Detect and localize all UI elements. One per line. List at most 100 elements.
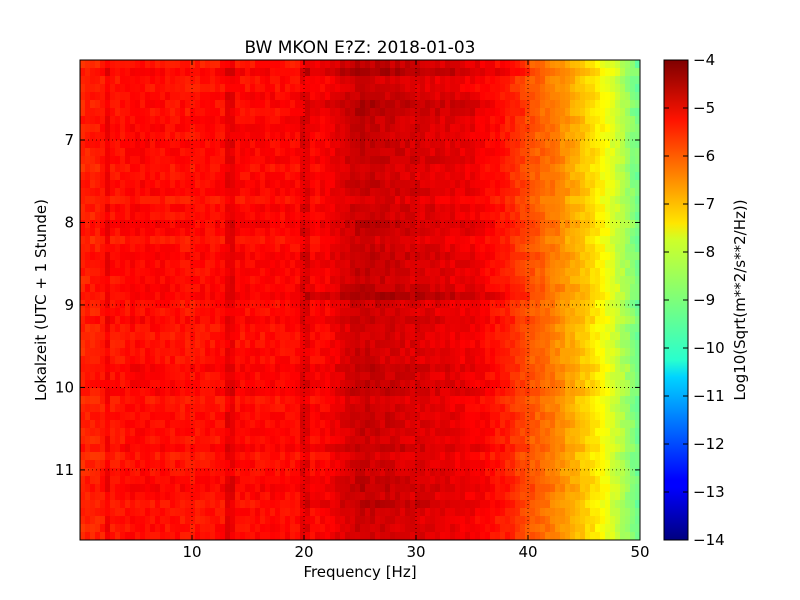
heatmap-cell <box>415 300 421 309</box>
heatmap-cell <box>245 108 251 117</box>
heatmap-cell <box>260 324 266 333</box>
heatmap-cell <box>540 204 546 213</box>
heatmap-cell <box>380 308 386 317</box>
heatmap-cell <box>210 372 216 381</box>
heatmap-cell <box>270 148 276 157</box>
heatmap-cell <box>405 388 411 397</box>
heatmap-cell <box>305 140 311 149</box>
heatmap-cell <box>335 364 341 373</box>
heatmap-cell <box>520 340 526 349</box>
heatmap-cell <box>90 164 96 173</box>
heatmap-cell <box>140 100 146 109</box>
heatmap-cell <box>230 316 236 325</box>
heatmap-cell <box>600 364 606 373</box>
heatmap-cell <box>515 252 521 261</box>
heatmap-cell <box>200 276 206 285</box>
heatmap-cell <box>380 244 386 253</box>
heatmap-cell <box>220 396 226 405</box>
heatmap-cell <box>90 316 96 325</box>
heatmap-cell <box>150 204 156 213</box>
heatmap-cell <box>105 220 111 229</box>
heatmap-cell <box>445 260 451 269</box>
heatmap-cell <box>590 396 596 405</box>
heatmap-cell <box>495 252 501 261</box>
heatmap-cell <box>520 60 526 69</box>
heatmap-cell <box>120 260 126 269</box>
heatmap-cell <box>315 68 321 77</box>
heatmap-cell <box>580 76 586 85</box>
heatmap-cell <box>485 372 491 381</box>
heatmap-cell <box>225 364 231 373</box>
heatmap-cell <box>175 76 181 85</box>
heatmap-cell <box>420 348 426 357</box>
heatmap-cell <box>235 140 241 149</box>
heatmap-cell <box>430 316 436 325</box>
heatmap-cell <box>310 132 316 141</box>
heatmap-cell <box>235 124 241 133</box>
heatmap-cell <box>505 276 511 285</box>
heatmap-cell <box>130 204 136 213</box>
heatmap-cell <box>210 108 216 117</box>
heatmap-cell <box>230 364 236 373</box>
heatmap-cell <box>265 212 271 221</box>
heatmap-cell <box>205 76 211 85</box>
heatmap-cell <box>480 76 486 85</box>
heatmap-cell <box>105 300 111 309</box>
heatmap-cell <box>125 260 131 269</box>
heatmap-cell <box>510 380 516 389</box>
heatmap-cell <box>255 100 261 109</box>
heatmap-cell <box>330 76 336 85</box>
heatmap-cell <box>605 276 611 285</box>
heatmap-cell <box>95 348 101 357</box>
heatmap-cell <box>320 116 326 125</box>
heatmap-cell <box>125 60 131 69</box>
heatmap-cell <box>85 204 91 213</box>
heatmap-cell <box>330 404 336 413</box>
heatmap-cell <box>565 68 571 77</box>
heatmap-cell <box>450 204 456 213</box>
heatmap-cell <box>465 172 471 181</box>
heatmap-cell <box>145 300 151 309</box>
heatmap-cell <box>250 300 256 309</box>
heatmap-cell <box>595 316 601 325</box>
heatmap-cell <box>310 356 316 365</box>
heatmap-cell <box>285 244 291 253</box>
heatmap-cell <box>365 180 371 189</box>
heatmap-cell <box>380 252 386 261</box>
heatmap-cell <box>485 132 491 141</box>
heatmap-cell <box>90 300 96 309</box>
heatmap-cell <box>365 156 371 165</box>
heatmap-cell <box>150 172 156 181</box>
heatmap-cell <box>515 204 521 213</box>
heatmap-cell <box>460 292 466 301</box>
heatmap-cell <box>95 356 101 365</box>
heatmap-cell <box>265 116 271 125</box>
heatmap-cell <box>380 380 386 389</box>
heatmap-cell <box>360 364 366 373</box>
heatmap-cell <box>400 380 406 389</box>
heatmap-cell <box>195 148 201 157</box>
heatmap-cell <box>485 116 491 125</box>
heatmap-cell <box>430 236 436 245</box>
heatmap-cell <box>150 100 156 109</box>
heatmap-cell <box>170 348 176 357</box>
heatmap-cell <box>250 380 256 389</box>
heatmap-cell <box>550 132 556 141</box>
heatmap-cell <box>425 116 431 125</box>
heatmap-cell <box>430 228 436 237</box>
heatmap-cell <box>145 340 151 349</box>
heatmap-cell <box>360 324 366 333</box>
heatmap-cell <box>350 188 356 197</box>
heatmap-cell <box>260 412 266 421</box>
heatmap-cell <box>110 252 116 261</box>
heatmap-cell <box>630 132 636 141</box>
heatmap-cell <box>230 356 236 365</box>
heatmap-cell <box>160 180 166 189</box>
heatmap-cell <box>295 276 301 285</box>
heatmap-cell <box>435 140 441 149</box>
heatmap-cell <box>325 300 331 309</box>
heatmap-cell <box>165 212 171 221</box>
heatmap-cell <box>260 220 266 229</box>
heatmap-cell <box>495 132 501 141</box>
heatmap-cell <box>440 84 446 93</box>
